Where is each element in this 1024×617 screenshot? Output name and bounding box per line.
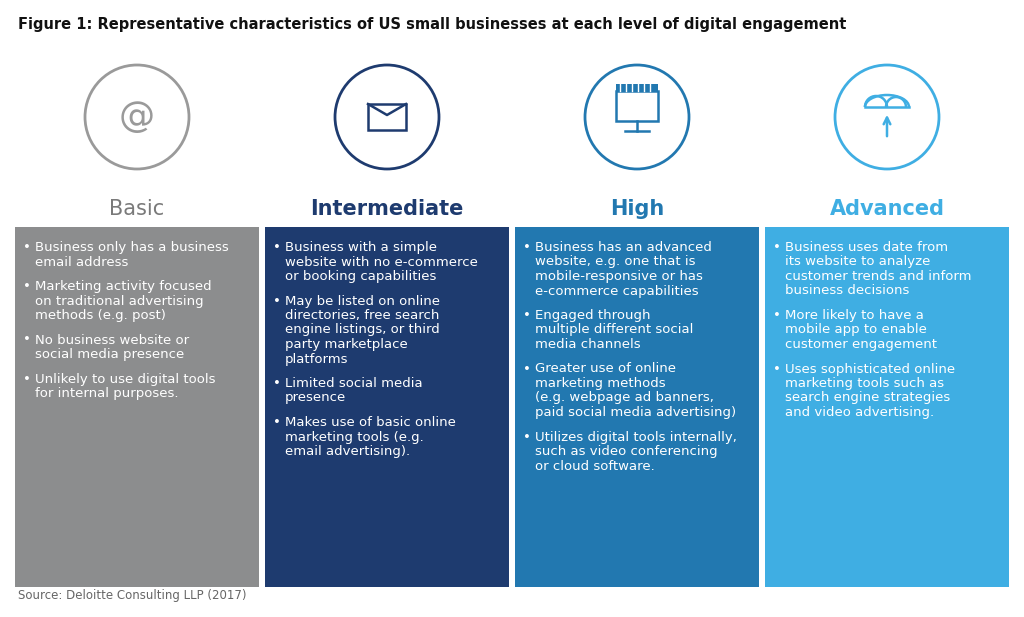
- Text: customer engagement: customer engagement: [785, 338, 937, 351]
- Text: •: •: [23, 334, 31, 347]
- Text: (e.g. webpage ad banners,: (e.g. webpage ad banners,: [535, 392, 714, 405]
- Text: •: •: [23, 241, 31, 254]
- Text: mobile-responsive or has: mobile-responsive or has: [535, 270, 702, 283]
- Text: •: •: [23, 280, 31, 293]
- Text: directories, free search: directories, free search: [285, 309, 439, 322]
- Text: @: @: [119, 100, 155, 134]
- Text: Figure 1: Representative characteristics of US small businesses at each level of: Figure 1: Representative characteristics…: [18, 17, 847, 32]
- Text: for internal purposes.: for internal purposes.: [35, 387, 178, 400]
- Text: More likely to have a: More likely to have a: [785, 309, 924, 322]
- Text: No business website or: No business website or: [35, 334, 189, 347]
- Text: Advanced: Advanced: [829, 199, 944, 219]
- Text: Engaged through: Engaged through: [535, 309, 650, 322]
- Text: platforms: platforms: [285, 352, 348, 365]
- Text: email advertising).: email advertising).: [285, 445, 411, 458]
- Text: •: •: [773, 309, 781, 322]
- Text: Utilizes digital tools internally,: Utilizes digital tools internally,: [535, 431, 737, 444]
- Text: •: •: [523, 363, 530, 376]
- Text: social media presence: social media presence: [35, 348, 184, 361]
- Bar: [765, 227, 1009, 587]
- Text: search engine strategies: search engine strategies: [785, 392, 950, 405]
- Text: Limited social media: Limited social media: [285, 377, 423, 390]
- Text: such as video conferencing: such as video conferencing: [535, 445, 718, 458]
- Bar: [616, 91, 658, 121]
- Text: Greater use of online: Greater use of online: [535, 363, 676, 376]
- Text: and video advertising.: and video advertising.: [785, 406, 934, 419]
- Text: website with no e-commerce: website with no e-commerce: [285, 255, 478, 268]
- Text: mobile app to enable: mobile app to enable: [785, 323, 927, 336]
- Text: engine listings, or third: engine listings, or third: [285, 323, 439, 336]
- Text: •: •: [273, 416, 281, 429]
- Text: on traditional advertising: on traditional advertising: [35, 294, 204, 307]
- Text: media channels: media channels: [535, 338, 641, 351]
- Text: multiple different social: multiple different social: [535, 323, 693, 336]
- Text: or cloud software.: or cloud software.: [535, 460, 654, 473]
- Bar: [616, 84, 658, 91]
- Text: Intermediate: Intermediate: [310, 199, 464, 219]
- Text: Source: Deloitte Consulting LLP (2017): Source: Deloitte Consulting LLP (2017): [18, 589, 247, 602]
- Text: its website to analyze: its website to analyze: [785, 255, 931, 268]
- Text: •: •: [23, 373, 31, 386]
- Text: •: •: [523, 431, 530, 444]
- Text: methods (e.g. post): methods (e.g. post): [35, 309, 166, 322]
- Text: •: •: [523, 309, 530, 322]
- Text: customer trends and inform: customer trends and inform: [785, 270, 972, 283]
- Text: Uses sophisticated online: Uses sophisticated online: [785, 363, 955, 376]
- Text: High: High: [610, 199, 665, 219]
- Text: May be listed on online: May be listed on online: [285, 294, 440, 307]
- Text: •: •: [273, 294, 281, 307]
- Text: presence: presence: [285, 392, 346, 405]
- Text: e-commerce capabilities: e-commerce capabilities: [535, 284, 698, 297]
- Text: •: •: [773, 241, 781, 254]
- Bar: [265, 227, 509, 587]
- Text: email address: email address: [35, 255, 128, 268]
- Text: Business uses date from: Business uses date from: [785, 241, 948, 254]
- Bar: [515, 227, 759, 587]
- Text: Business has an advanced: Business has an advanced: [535, 241, 712, 254]
- Text: paid social media advertising): paid social media advertising): [535, 406, 736, 419]
- Text: Makes use of basic online: Makes use of basic online: [285, 416, 456, 429]
- Text: or booking capabilities: or booking capabilities: [285, 270, 436, 283]
- Text: Business with a simple: Business with a simple: [285, 241, 437, 254]
- Bar: [368, 104, 406, 130]
- Text: marketing tools (e.g.: marketing tools (e.g.: [285, 431, 424, 444]
- Text: Basic: Basic: [110, 199, 165, 219]
- Text: Business only has a business: Business only has a business: [35, 241, 228, 254]
- Text: Unlikely to use digital tools: Unlikely to use digital tools: [35, 373, 215, 386]
- Text: •: •: [273, 241, 281, 254]
- Text: Marketing activity focused: Marketing activity focused: [35, 280, 212, 293]
- Text: marketing methods: marketing methods: [535, 377, 666, 390]
- Text: •: •: [773, 363, 781, 376]
- Text: •: •: [523, 241, 530, 254]
- Bar: [15, 227, 259, 587]
- Text: •: •: [273, 377, 281, 390]
- Text: party marketplace: party marketplace: [285, 338, 408, 351]
- Text: website, e.g. one that is: website, e.g. one that is: [535, 255, 695, 268]
- Text: business decisions: business decisions: [785, 284, 909, 297]
- Text: marketing tools such as: marketing tools such as: [785, 377, 944, 390]
